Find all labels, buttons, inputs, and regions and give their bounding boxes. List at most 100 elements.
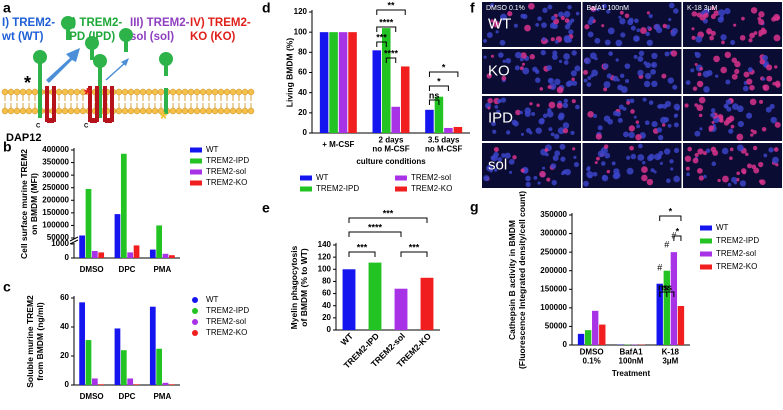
cell xyxy=(653,23,661,31)
text-line: K-18 xyxy=(662,348,680,357)
significance-label: # xyxy=(657,262,662,272)
significance-label: ** xyxy=(387,0,395,10)
column-label: K-18 3μM xyxy=(687,5,718,12)
bar xyxy=(133,384,140,385)
bar xyxy=(381,28,391,134)
x-tick-label: K-18 3μM xyxy=(662,348,680,366)
cell xyxy=(498,52,504,58)
cell xyxy=(713,55,720,63)
cell xyxy=(591,69,599,77)
cell xyxy=(542,7,548,13)
x-tick-label: 3.5 days no M-CSF xyxy=(425,136,462,154)
legend-label: TREM2-sol xyxy=(206,167,246,176)
axis-break xyxy=(69,239,79,245)
cell xyxy=(684,103,689,108)
cell xyxy=(661,123,666,127)
cell xyxy=(763,153,768,158)
cell xyxy=(629,145,634,151)
y-tick-label: 0 xyxy=(65,380,70,389)
cell xyxy=(625,78,630,84)
y-tick-label: 1000 xyxy=(51,239,69,248)
cell xyxy=(661,73,667,79)
lipid-head xyxy=(133,107,141,115)
cell xyxy=(558,11,564,18)
text-line: KO (KO) xyxy=(190,31,236,43)
cell xyxy=(758,11,765,18)
cell xyxy=(644,120,650,126)
cell xyxy=(507,11,513,17)
cell xyxy=(637,154,645,161)
cell xyxy=(617,84,624,91)
bar xyxy=(663,270,670,345)
cell xyxy=(734,68,740,75)
cell xyxy=(641,166,648,173)
legend-marker xyxy=(192,297,198,303)
x-tick-label: + M-CSF xyxy=(322,140,354,149)
y-tick-label: 100 xyxy=(294,27,308,36)
cell xyxy=(554,40,559,44)
text-line: 3μM xyxy=(662,357,678,366)
x-tick-label: DMSO xyxy=(80,265,104,274)
cell xyxy=(604,39,611,46)
cell xyxy=(774,80,781,87)
cell xyxy=(737,120,744,128)
lipid-head xyxy=(205,107,213,115)
lipid-head xyxy=(181,88,189,96)
cell xyxy=(497,98,502,104)
significance-label: ns xyxy=(658,282,669,292)
cell xyxy=(702,151,707,156)
significance-label: *** xyxy=(383,208,394,218)
cell xyxy=(626,167,634,175)
lipid-head xyxy=(217,107,225,115)
cell xyxy=(486,73,492,79)
bar xyxy=(91,378,98,385)
y-axis-label: Living BMDM (%) xyxy=(284,38,294,108)
cell xyxy=(736,133,744,141)
cell xyxy=(571,80,578,86)
dap12 xyxy=(88,86,92,122)
cell xyxy=(547,107,552,113)
bar xyxy=(85,340,92,385)
lipid-head xyxy=(1,88,9,96)
cell xyxy=(487,106,491,110)
bar xyxy=(444,127,453,133)
cell xyxy=(587,76,592,80)
cell xyxy=(721,147,729,155)
receptor-stalk xyxy=(90,48,94,60)
cell xyxy=(626,98,630,102)
y-tick-label: 400000 xyxy=(42,145,69,154)
y-axis-label: Cell surface murine TREM2on BMDM (MFI) xyxy=(19,149,39,259)
cell xyxy=(595,133,602,140)
dap12 xyxy=(45,86,49,122)
cell xyxy=(563,98,568,103)
y-tick-label: 40 xyxy=(322,301,331,310)
cell xyxy=(524,111,531,118)
cell xyxy=(633,54,638,59)
cell xyxy=(663,148,671,155)
cell xyxy=(601,3,607,9)
cell xyxy=(740,168,747,174)
cell xyxy=(672,84,678,90)
cell xyxy=(670,30,677,37)
cell xyxy=(583,180,589,187)
cell xyxy=(729,156,733,160)
cell xyxy=(673,122,679,128)
cell xyxy=(628,125,635,132)
arrow-head xyxy=(121,58,129,66)
legend-label: WT xyxy=(206,145,219,154)
cell xyxy=(761,27,766,32)
bar xyxy=(79,302,85,385)
lipid-head xyxy=(217,88,225,96)
ig-domain xyxy=(61,16,75,30)
cell xyxy=(673,103,681,111)
text-line: I) TREM2- xyxy=(2,17,55,29)
cell xyxy=(556,86,564,94)
cell xyxy=(626,155,631,160)
cell xyxy=(560,15,565,21)
cell xyxy=(656,127,663,133)
cell xyxy=(736,171,741,176)
cell xyxy=(720,66,727,74)
text-line: Cathepsin B activity in BMDM xyxy=(507,220,517,340)
cell xyxy=(524,24,531,32)
cell xyxy=(619,10,624,15)
